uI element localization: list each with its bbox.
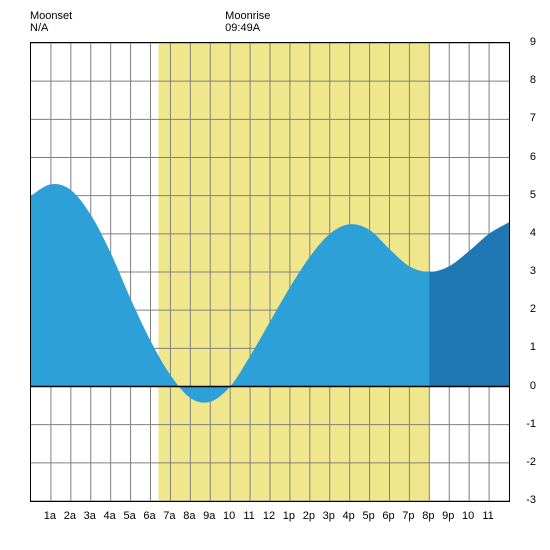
x-tick-label: 4p: [343, 510, 355, 522]
y-tick-label: 7: [530, 112, 536, 124]
moonset-title: Moonset: [30, 10, 72, 22]
x-tick-label: 6a: [143, 510, 155, 522]
y-tick-label: 3: [530, 265, 536, 277]
x-tick-label: 3p: [323, 510, 335, 522]
x-tick-label: 8p: [422, 510, 434, 522]
x-tick-label: 5a: [123, 510, 135, 522]
x-tick-label: 11: [243, 510, 254, 522]
moonrise-title: Moonrise: [225, 10, 270, 22]
x-tick-label: 5p: [362, 510, 374, 522]
y-tick-label: 5: [530, 189, 536, 201]
x-tick-label: 8a: [183, 510, 195, 522]
moonset-value: N/A: [30, 22, 48, 34]
x-tick-label: 2a: [64, 510, 76, 522]
x-tick-label: 6p: [382, 510, 394, 522]
y-tick-label: 0: [530, 380, 536, 392]
x-tick-label: 7p: [402, 510, 414, 522]
y-tick-label: 9: [530, 36, 536, 48]
y-tick-label: 4: [530, 227, 536, 239]
y-tick-label: -2: [526, 456, 536, 468]
x-tick-label: 10: [462, 510, 474, 522]
y-tick-label: -1: [526, 418, 536, 430]
x-tick-label: 12: [263, 510, 275, 522]
x-tick-label: 3a: [84, 510, 96, 522]
y-tick-label: 1: [530, 341, 536, 353]
x-tick-label: 10: [223, 510, 235, 522]
moonrise-value: 09:49A: [225, 22, 260, 34]
x-tick-label: 1a: [44, 510, 56, 522]
x-tick-label: 1p: [283, 510, 295, 522]
y-tick-label: 2: [530, 303, 536, 315]
x-tick-label: 9a: [203, 510, 215, 522]
y-tick-label: 6: [530, 151, 536, 163]
y-tick-label: 8: [530, 74, 536, 86]
x-tick-label: 11: [482, 510, 493, 522]
plot-area: [30, 42, 510, 502]
plot-svg: [31, 43, 509, 501]
x-tick-label: 4a: [104, 510, 116, 522]
tide-chart: Moonset N/A Moonrise 09:49A -3-2-1012345…: [10, 10, 540, 540]
x-tick-label: 2p: [303, 510, 315, 522]
moonset-label: Moonset N/A: [30, 10, 72, 34]
moonrise-label: Moonrise 09:49A: [225, 10, 270, 34]
x-tick-label: 9p: [442, 510, 454, 522]
y-tick-label: -3: [526, 494, 536, 506]
x-tick-label: 7a: [163, 510, 175, 522]
